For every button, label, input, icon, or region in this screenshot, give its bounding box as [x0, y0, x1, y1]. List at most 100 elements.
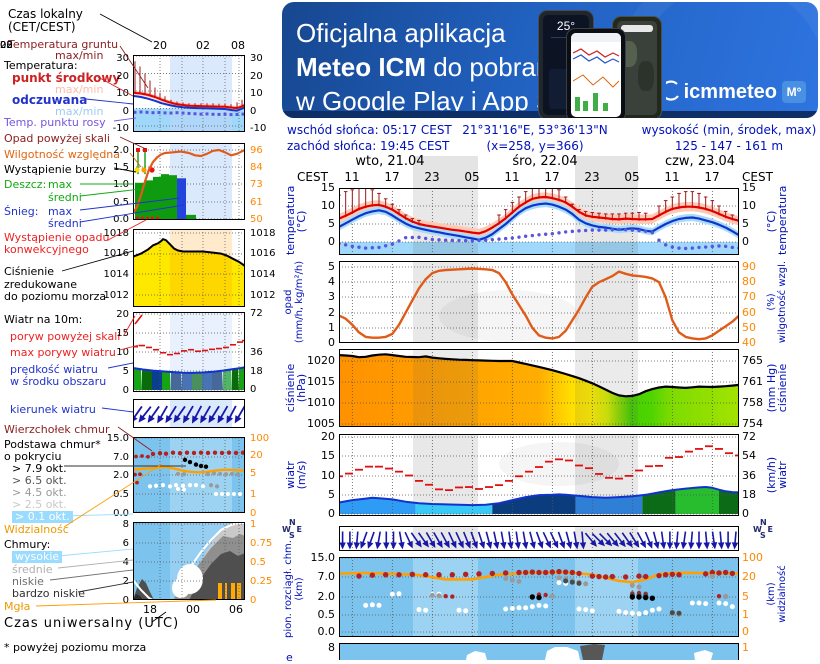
- legend-local-time: Czas lokalny: [8, 7, 83, 21]
- axis-tick: 0: [742, 235, 749, 248]
- mini-axis-tick: 7.0: [113, 452, 129, 463]
- axis-tick: 0.5: [317, 608, 336, 621]
- cest-right: CEST: [742, 170, 773, 184]
- legend-wind10m: Wiatr na 10m:: [4, 313, 83, 326]
- mini-axis-tick: 84: [250, 162, 263, 173]
- mini-precip-chart: [133, 143, 245, 220]
- mini-axis-tick: 1012: [103, 290, 129, 301]
- mini-axis-tick: 20: [250, 71, 263, 82]
- mini-axis-tick: 5: [250, 468, 257, 479]
- axis-tick: 761: [742, 375, 763, 388]
- mini-direction-chart: [133, 399, 245, 428]
- axis-tick: 754: [742, 417, 763, 430]
- hour-tick: 17: [704, 170, 720, 184]
- axis-tick: 7.0: [317, 570, 336, 583]
- axis-title: wiatr (m/s): [284, 460, 308, 490]
- axis-tick: 10: [321, 469, 335, 482]
- wind-direction-panel: [339, 526, 739, 551]
- mini-axis-tick: 0.0: [113, 214, 129, 225]
- mini-axis-tick: 15: [116, 328, 129, 339]
- mini-axis-tick: 10: [250, 88, 263, 99]
- axis-tick: 50: [742, 321, 756, 334]
- geo-coordinates: 21°31'16"E, 53°36'13"N: [462, 123, 608, 137]
- mini-axis-tick: 72: [250, 308, 263, 319]
- mini-axis-tick: 10: [116, 347, 129, 358]
- axis-tick: 5: [742, 590, 749, 603]
- axis-tick: 5: [328, 260, 335, 273]
- mini-temp-chart: [133, 55, 245, 132]
- axis-title: ciśnienie (hPa): [284, 363, 308, 413]
- app-promo-banner[interactable]: Oficjalna aplikacja Meteo ICM do pobrani…: [282, 2, 818, 118]
- legend-clouds-high: wysokie: [12, 551, 63, 563]
- altitude-label: wysokość (min, środek, max): [641, 123, 817, 137]
- mini-axis-tick: 0: [122, 106, 129, 117]
- night-band-header: [413, 156, 478, 189]
- axis-title: (mm Hg) ciśnienie: [765, 363, 789, 413]
- legend-rain: Deszcz:: [4, 178, 47, 191]
- legend-convective1: Wystąpienie opadu: [4, 231, 110, 244]
- phone-center-screen-meteogram: [571, 33, 621, 117]
- legend-rain-mean: średni: [48, 191, 82, 204]
- legend-temp-maxmin: max/min: [55, 83, 104, 96]
- altitude-info: wysokość (min, środek, max) 125 - 147 - …: [640, 122, 818, 154]
- mini-axis-tick: 20: [116, 309, 129, 320]
- mini-axis-tick: 20: [116, 71, 129, 82]
- cest-left: CEST: [297, 170, 328, 184]
- day-label: śro, 22.04: [512, 154, 578, 169]
- footnote-asl: * powyżej poziomu morza: [4, 641, 147, 654]
- legend-fog: Mgła: [4, 600, 31, 613]
- compass-letter: E: [296, 525, 302, 534]
- legend-precip-overscale: Opad powyżej skali: [4, 132, 110, 145]
- axis-tick: 18: [742, 488, 756, 501]
- mini-axis-tick: 10: [116, 88, 129, 99]
- mini-axis-tick: 1018: [103, 228, 129, 239]
- compass-letter: N: [289, 518, 296, 527]
- axis-tick: 80: [742, 275, 756, 288]
- partial-axis-title: e: [286, 651, 293, 664]
- legend-clouds-verylow: bardzo niskie: [12, 587, 85, 600]
- mini-bottom-hour: 06: [229, 603, 243, 616]
- hour-tick: 11: [344, 170, 360, 184]
- axis-tick: 10: [742, 199, 756, 212]
- legend-okta-79: > 7.9 okt.: [12, 462, 67, 475]
- axis-title: (%) wilgotność wzgl.: [766, 260, 788, 344]
- legend-snow: Śnieg:: [4, 205, 39, 218]
- axis-tick: 0: [742, 625, 749, 638]
- axis-tick: 1: [328, 321, 335, 334]
- mini-axis-tick: 0.75: [250, 538, 273, 549]
- axis-tick: 20: [321, 430, 335, 443]
- legend-cet: (CET/CEST): [8, 20, 76, 34]
- axis-title: (°C) temperatura: [765, 185, 789, 255]
- phone-mini-meteogram: [571, 33, 621, 111]
- hour-tick: 17: [544, 170, 560, 184]
- mini-axis-tick: 15.0: [106, 433, 129, 444]
- temperature-panel: [339, 188, 739, 255]
- phone-center: [566, 28, 626, 118]
- mini-axis-tick: 5: [122, 366, 129, 377]
- mini-axis-tick: 18: [250, 366, 263, 377]
- axis-tick: 40: [742, 336, 756, 349]
- legend-okta-25: > 2.5 okt.: [12, 498, 67, 511]
- day-label: czw, 23.04: [664, 154, 736, 169]
- axis-tick: 0: [328, 336, 335, 349]
- axis-tick: 4: [328, 275, 335, 288]
- cloud-visibility-panel: [339, 557, 739, 637]
- mini-axis-tick: 0.5: [113, 489, 129, 500]
- legend-utc: Czas uniwersalny (UTC): [4, 616, 180, 631]
- mini-axis-tick: 1.0: [113, 179, 129, 190]
- hour-tick: 23: [584, 170, 600, 184]
- axis-title: opad (mm/h, kg/m²/h): [283, 260, 305, 344]
- grid-xy: (x=258, y=366): [486, 139, 584, 153]
- mini-top-hour: 20: [153, 39, 167, 52]
- legend-rain-max: max: [48, 178, 72, 191]
- banner-line1: Oficjalna aplikacja: [296, 18, 506, 48]
- axis-tick: 10: [321, 199, 335, 212]
- axis-tick: 1020: [307, 354, 335, 367]
- wind-panel: [339, 434, 739, 516]
- mini-top-hour: 02: [196, 39, 210, 52]
- mini-axis-tick: 6: [122, 538, 129, 549]
- mini-axis-tick: 30: [250, 53, 263, 64]
- legend-okta-01: > 0.1 okt.: [12, 511, 73, 523]
- axis-tick: 5: [742, 217, 749, 230]
- mini-axis-tick: 1: [250, 519, 257, 530]
